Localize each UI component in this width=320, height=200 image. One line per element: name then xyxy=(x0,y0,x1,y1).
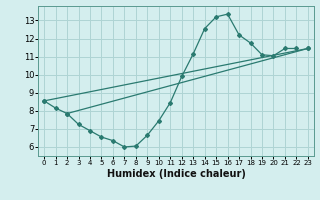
X-axis label: Humidex (Indice chaleur): Humidex (Indice chaleur) xyxy=(107,169,245,179)
